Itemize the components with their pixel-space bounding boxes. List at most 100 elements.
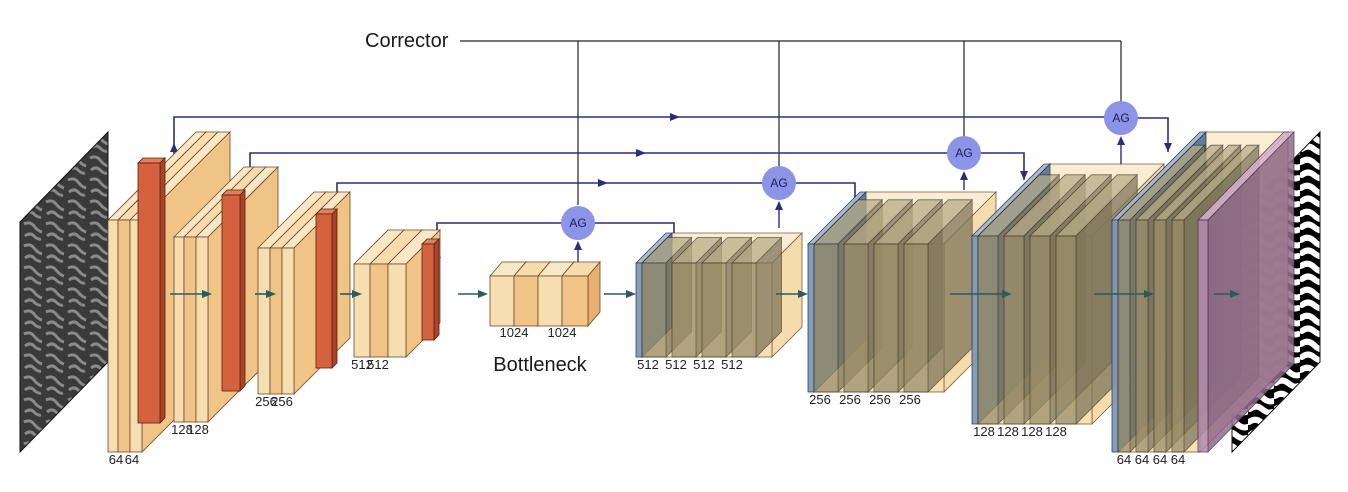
encoder-1-pool-front (137, 162, 161, 424)
attention-gate-1-label: AG (569, 216, 586, 230)
decoder-3-feature-slab-3-front (1029, 235, 1051, 425)
decoder-2-feature-slab-3-front (873, 243, 899, 393)
attention-gate-3-label: AG (955, 146, 972, 160)
encoder-4-channel-label-1: 512 (351, 357, 373, 372)
decoder-2-feature-slab-1-front (813, 243, 839, 393)
encoder-2-pool (221, 189, 246, 392)
output-conv-layer (1197, 131, 1295, 453)
output-conv-slab (1197, 131, 1295, 453)
attention-gate-2-label: AG (770, 176, 787, 190)
decoder-3-channel-label-3: 128 (1021, 424, 1043, 439)
flow-arrow-9 (1230, 290, 1240, 298)
attention-gate-3: AG (947, 136, 981, 170)
flow-arrow-5 (626, 290, 636, 298)
decoder-3-skip-slab-front (971, 235, 979, 425)
encoder-4-slab-b-front (369, 263, 389, 358)
decoder-2-channel-label-3: 256 (869, 392, 891, 407)
encoder-1-slab-a-front (107, 219, 119, 453)
decoder-4-feature-slab-1-front (1117, 219, 1131, 453)
skip-3-mid-arrow (598, 179, 608, 187)
attention-gate-4: AG (1104, 101, 1138, 135)
decoder-3-channel-label-2: 128 (997, 424, 1019, 439)
bottleneck-slab-b-front (513, 275, 539, 327)
decoder-1-feature-slab-1-front (641, 262, 667, 358)
output-conv-slab-front (1197, 219, 1209, 453)
encoder-2-slab-a-front (173, 236, 185, 423)
bottleneck-block: 1024 1024 Bottleneck (489, 260, 601, 376)
encoder-4-slab-c-front (387, 263, 407, 358)
decoder-1-feature-slab-4 (731, 236, 783, 358)
bottleneck-label: Bottleneck (493, 354, 587, 376)
decoder-3-feature-slab-2-front (1003, 235, 1025, 425)
decoder-4-channel-label-3: 64 (1153, 452, 1167, 467)
skip-3-to-ag (336, 182, 763, 218)
flow-arrow-2 (266, 290, 276, 298)
decoder-4-feature-slab-2-front (1135, 219, 1149, 453)
decoder-4-channel-label-1: 64 (1117, 452, 1131, 467)
encoder-1-channel-label-2: 64 (125, 452, 139, 467)
skip-2-mid-arrow (636, 149, 646, 157)
decoder-2-channel-label-2: 256 (839, 392, 861, 407)
decoder-2-channel-label-1: 256 (809, 392, 831, 407)
encoder-4-pool-side (433, 238, 440, 341)
skip-connection-2 (246, 149, 1028, 188)
decoder-1-feature-slab-2-front (671, 262, 697, 358)
skip-4-to-ag (436, 222, 562, 240)
skip-2-to-ag (249, 152, 948, 172)
bottleneck-slab-d (561, 260, 601, 328)
decoder-3-feature-slab-4-front (1055, 235, 1077, 425)
attention-gate-1: AG (561, 206, 595, 240)
attention-gate-4-label: AG (1112, 111, 1129, 125)
decoder-1-channel-label-2: 512 (665, 357, 687, 372)
bottleneck-slab-a-front (489, 275, 515, 327)
decoder-block-2: 256 256 256 256 (807, 191, 997, 407)
encoder-4-pool-front (421, 243, 435, 341)
encoder-4-pool (421, 238, 440, 341)
decoder-4-channel-label-4: 64 (1171, 452, 1185, 467)
decoder-1-feature-slab-3-front (701, 262, 727, 358)
decoder-1-channel-label-3: 512 (693, 357, 715, 372)
skip-2-from-ag (980, 152, 1025, 180)
attention-gate-2: AG (762, 166, 796, 200)
attention-gate-3-circle (947, 136, 981, 170)
decoder-4-feature-slab-4-front (1171, 219, 1185, 453)
decoder-2-skip-slab-front (807, 243, 815, 393)
attention-gate-1-circle (561, 206, 595, 240)
input-image (19, 130, 109, 454)
decoder-1-skip-slab-front (635, 262, 643, 358)
encoder-3-channel-label-2: 256 (271, 394, 293, 409)
encoder-3-slab-c-front (281, 247, 295, 395)
decoder-2-feature-slab-4 (903, 198, 974, 393)
decoder-1-channel-label-4: 512 (721, 357, 743, 372)
decoder-3-channel-label-1: 128 (973, 424, 995, 439)
flow-arrow-1 (202, 290, 212, 298)
attention-gate-4-circle (1104, 101, 1138, 135)
gating-arrow-3 (960, 171, 968, 180)
encoder-2-pool-front (221, 194, 241, 392)
skip-connection-1 (170, 113, 1172, 178)
bottleneck-slab-d-front (561, 275, 589, 327)
encoder-3-slab-b-front (269, 247, 283, 395)
decoder-3-feature-slab-1-front (977, 235, 999, 425)
flow-arrow-8 (1144, 290, 1154, 298)
decoder-4-feature-slab-3-front (1153, 219, 1167, 453)
encoder-3-pool-front (315, 213, 333, 369)
decoder-1-feature-slab-4-front (731, 262, 757, 358)
decoder-block-3: 128 128 128 128 (971, 163, 1165, 439)
skip-1-down-arrow (1164, 143, 1172, 152)
encoder-1-slab-b-front (117, 219, 131, 453)
corrector-label: Corrector (365, 30, 449, 52)
decoder-2-feature-slab-2-front (843, 243, 869, 393)
encoder-2-slab-c-front (195, 236, 209, 423)
flow-arrow-3 (352, 290, 362, 298)
decoder-4-channel-label-2: 64 (1135, 452, 1149, 467)
gating-arrow-4 (1117, 136, 1125, 145)
decoder-4-skip-slab-front (1111, 219, 1119, 453)
attention-gate-2-circle (762, 166, 796, 200)
decoder-2-channel-label-4: 256 (899, 392, 921, 407)
